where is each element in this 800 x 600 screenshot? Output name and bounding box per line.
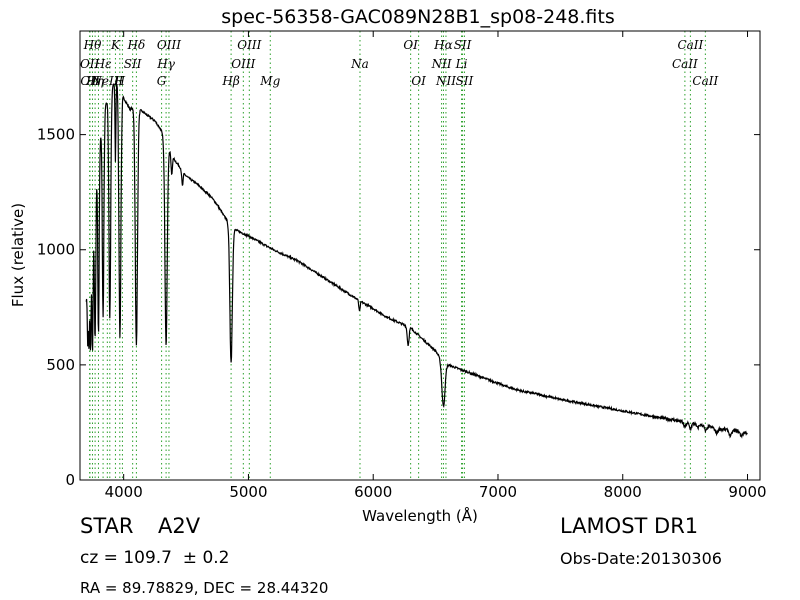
line-marker-label: CaII <box>677 38 703 52</box>
line-marker-label: OIII <box>157 38 181 52</box>
x-tick-label: 9000 <box>728 483 766 501</box>
line-marker-label: OII <box>80 74 100 88</box>
line-marker-label: SII <box>454 38 472 52</box>
line-marker-label: Na <box>350 57 369 71</box>
x-axis: 4000 5000 6000 7000 8000 9000 <box>105 31 767 501</box>
line-marker-label: Mg <box>259 74 280 88</box>
y-tick-label: 500 <box>46 356 75 374</box>
y-tick-label: 0 <box>65 471 75 489</box>
y-tick-label: 1000 <box>37 241 75 259</box>
coordinates: RA = 89.78829, DEC = 28.44320 <box>80 579 329 597</box>
y-tick-label: 1500 <box>37 126 75 144</box>
redshift-value: cz = 109.7 ± 0.2 <box>80 548 230 568</box>
line-marker-label: K <box>110 38 121 52</box>
object-class: STAR <box>80 514 134 538</box>
line-marker-label: NII <box>435 74 456 88</box>
line-marker-label: OIII <box>237 38 261 52</box>
plot-frame <box>79 30 761 481</box>
x-axis-label: Wavelength (Å) <box>362 506 478 525</box>
line-marker-label: OI <box>411 74 426 88</box>
survey-name: LAMOST DR1 <box>560 514 699 538</box>
y-axis: 0 500 1000 1500 <box>37 126 760 489</box>
line-marker-label: OII <box>80 57 100 71</box>
line-label-group: OII OII Hθ Hη Hε NeIII K H SII Hδ G Hγ OIII Hβ OIII OII… <box>80 38 719 88</box>
chart-title: spec-56358-GAC089N28B1_sp08-248.fits <box>221 6 615 28</box>
line-marker-label: Hη <box>85 74 104 88</box>
line-marker-label: NeIII <box>90 74 123 88</box>
line-marker-label: Hα <box>433 38 453 52</box>
line-marker-label: OI <box>403 38 418 52</box>
line-marker-label: G <box>157 74 167 88</box>
observation-date: Obs-Date:20130306 <box>560 549 722 568</box>
line-marker-label: CaII <box>672 57 698 71</box>
line-marker-label: Hθ <box>83 38 102 52</box>
spectral-subclass: A2V <box>158 514 201 538</box>
line-marker-label: Hβ <box>221 74 239 88</box>
line-marker-label: Hδ <box>127 38 146 52</box>
line-marker-label: Li <box>455 57 468 71</box>
line-marker-label: Hε <box>94 57 112 71</box>
line-marker-label: CaII <box>692 74 718 88</box>
y-axis-label: Flux (relative) <box>9 203 27 307</box>
x-tick-label: 7000 <box>479 483 517 501</box>
line-marker-group <box>89 31 706 480</box>
x-tick-label: 5000 <box>229 483 267 501</box>
x-tick-label: 4000 <box>105 483 143 501</box>
line-marker-label: SII <box>456 74 474 88</box>
line-marker-label: H <box>114 74 126 88</box>
line-marker-label: OIII <box>231 57 255 71</box>
line-marker-label: Hγ <box>156 57 175 71</box>
spectrum-line <box>85 83 748 439</box>
line-marker-label: NII <box>431 57 452 71</box>
x-tick-label: 8000 <box>604 483 642 501</box>
x-tick-label: 6000 <box>354 483 392 501</box>
line-marker-label: SII <box>124 57 142 71</box>
